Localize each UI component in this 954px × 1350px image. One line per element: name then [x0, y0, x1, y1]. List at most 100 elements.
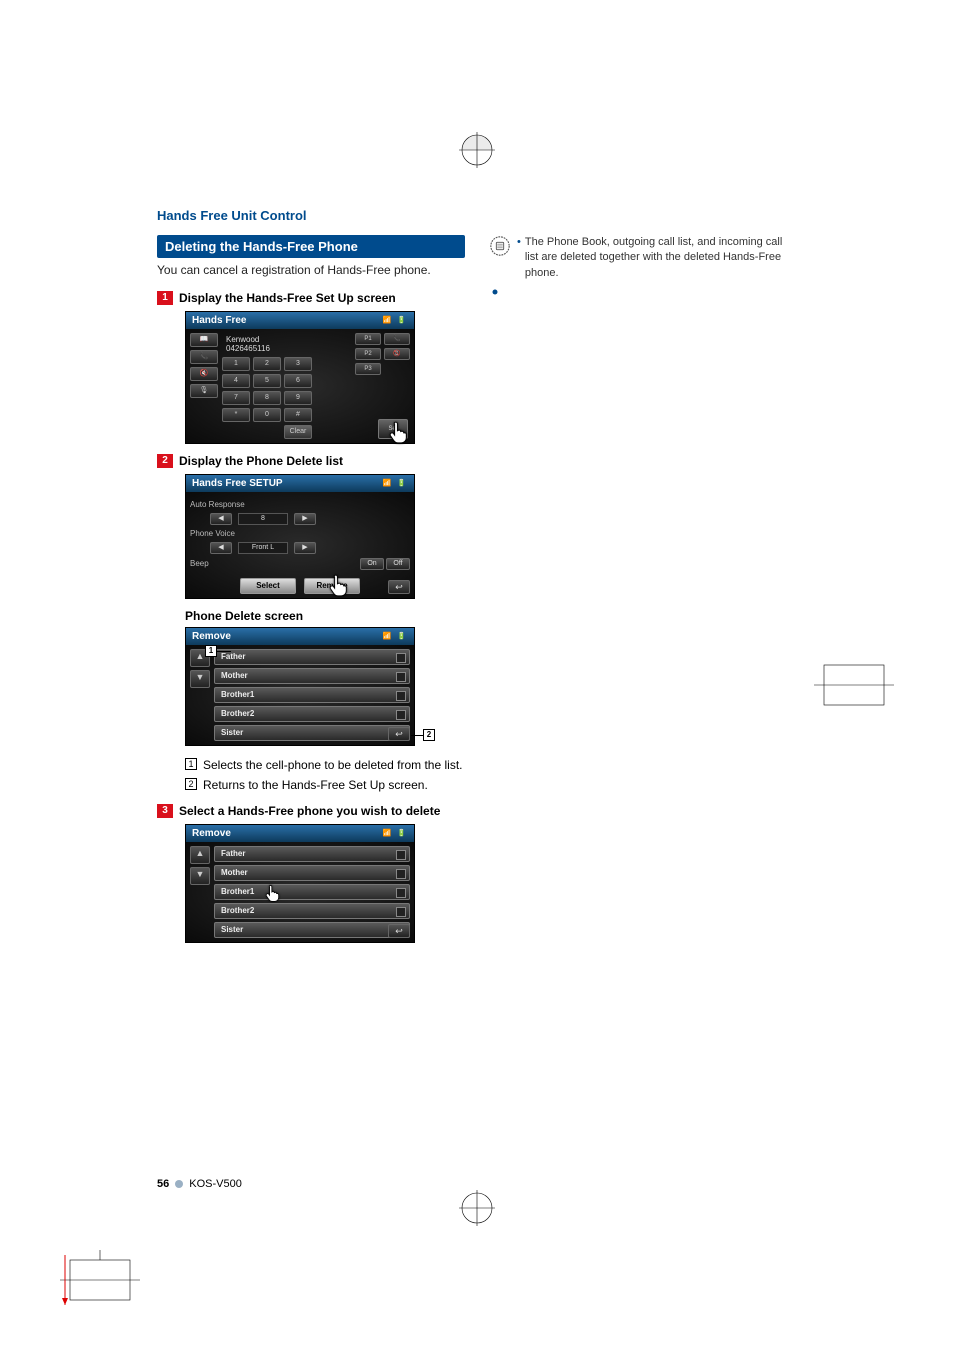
step-1: 1 Display the Hands-Free Set Up screen	[157, 291, 465, 305]
key: *	[222, 408, 250, 422]
side-btn: 🎙	[190, 384, 218, 398]
list-item-label: Brother1	[221, 887, 254, 896]
key: 6	[284, 374, 312, 388]
setup-value: Front L	[238, 542, 288, 554]
step-2: 2 Display the Phone Delete list	[157, 454, 465, 468]
callout-box-2: 2	[185, 778, 197, 790]
callout-line	[217, 651, 231, 652]
status-icons: 📶 🔋	[383, 829, 408, 837]
key: 9	[284, 391, 312, 405]
right-column: • The Phone Book, outgoing call list, an…	[489, 235, 797, 953]
note-end-mark	[491, 285, 797, 303]
page-content: Hands Free Unit Control Deleting the Han…	[157, 208, 797, 953]
preset-btn: P1	[355, 333, 381, 345]
crop-mark-left	[60, 1250, 140, 1310]
intro-text: You can cancel a registration of Hands-F…	[157, 262, 465, 279]
list-item: Father	[214, 649, 410, 665]
status-icons: 📶 🔋	[383, 316, 408, 324]
section-header: Hands Free Unit Control	[157, 208, 797, 223]
display-number: 0426465116	[226, 344, 312, 353]
callout-2-text: Returns to the Hands-Free Set Up screen.	[203, 776, 428, 794]
step-1-num: 1	[157, 291, 173, 305]
callout-1: 1	[205, 645, 217, 657]
key: 2	[253, 357, 281, 371]
setup-label: Phone Voice	[190, 529, 260, 538]
up-arrow-icon: ▲	[190, 846, 210, 864]
screenshot-remove-1: Remove 📶 🔋 ▲ ▼ Father Mother Brother1 Br…	[185, 627, 415, 746]
screenshot-setup: Hands Free SETUP 📶 🔋 Auto Response ◀ 8 ▶	[185, 474, 415, 599]
left-arrow-icon: ◀	[210, 542, 232, 554]
list-item: Sister	[214, 922, 410, 938]
on-btn: On	[360, 558, 384, 570]
preset-btn: P3	[355, 363, 381, 375]
setup-label: Auto Response	[190, 500, 260, 509]
list-item: Mother	[214, 668, 410, 684]
key: 8	[253, 391, 281, 405]
status-icons: 📶 🔋	[383, 632, 408, 640]
clear-btn: Clear	[284, 425, 312, 439]
key: 3	[284, 357, 312, 371]
callout-2: 2	[423, 729, 435, 741]
list-item: Sister	[214, 725, 410, 741]
note-text: The Phone Book, outgoing call list, and …	[525, 235, 797, 281]
status-icons: 📶 🔋	[383, 479, 408, 487]
side-btn: 📖	[190, 333, 218, 347]
right-arrow-icon: ▶	[294, 542, 316, 554]
setup-value: 8	[238, 513, 288, 525]
key: 7	[222, 391, 250, 405]
list-item-selected: Brother1	[214, 884, 410, 900]
hangup-icon: 📵	[384, 348, 410, 360]
model-name: KOS-V500	[189, 1178, 242, 1190]
remove-title: Remove	[192, 631, 231, 642]
step-3-num: 3	[157, 804, 173, 818]
footer-separator-icon	[175, 1180, 183, 1188]
step-3: 3 Select a Hands-Free phone you wish to …	[157, 804, 465, 818]
side-btn: 📞	[190, 350, 218, 364]
hand-pointer-icon	[326, 572, 352, 598]
callout-box-1: 1	[185, 758, 197, 770]
side-btn: 🔇	[190, 367, 218, 381]
note-block: • The Phone Book, outgoing call list, an…	[489, 235, 797, 281]
preset-btn: P2	[355, 348, 381, 360]
step-2-text: Display the Phone Delete list	[179, 454, 343, 468]
off-btn: Off	[386, 558, 410, 570]
down-arrow-icon: ▼	[190, 867, 210, 885]
callout-line	[411, 735, 423, 736]
down-arrow-icon: ▼	[190, 670, 210, 688]
list-item: Brother2	[214, 903, 410, 919]
crop-mark-top	[459, 132, 495, 168]
note-content: • The Phone Book, outgoing call list, an…	[517, 235, 797, 281]
key: 4	[222, 374, 250, 388]
shot2-title: Hands Free SETUP	[192, 478, 283, 489]
remove-title: Remove	[192, 828, 231, 839]
setup-label: Beep	[190, 559, 260, 568]
return-icon: ↩	[388, 727, 410, 741]
step-2-num: 2	[157, 454, 173, 468]
key: 5	[253, 374, 281, 388]
step-3-text: Select a Hands-Free phone you wish to de…	[179, 804, 440, 818]
left-arrow-icon: ◀	[210, 513, 232, 525]
return-icon: ↩	[388, 924, 410, 938]
page-footer: 56 KOS-V500	[157, 1178, 242, 1190]
select-button: Select	[240, 578, 296, 594]
callout-descriptions: 1 Selects the cell-phone to be deleted f…	[185, 756, 465, 794]
key: 1	[222, 357, 250, 371]
crop-mark-middle	[459, 1190, 495, 1226]
hand-pointer-icon	[263, 883, 283, 903]
list-item: Brother1	[214, 687, 410, 703]
shot1-title: Hands Free	[192, 315, 246, 326]
key: #	[284, 408, 312, 422]
list-item: Mother	[214, 865, 410, 881]
note-icon	[489, 235, 511, 257]
phone-delete-caption: Phone Delete screen	[185, 609, 465, 623]
crop-mark-right	[814, 655, 894, 715]
screenshot-hands-free: Hands Free 📶 🔋 📖 📞 🔇 🎙 Kenwood	[185, 311, 415, 444]
heading-bar: Deleting the Hands-Free Phone	[157, 235, 465, 258]
left-column: Deleting the Hands-Free Phone You can ca…	[157, 235, 465, 953]
callout-1-text: Selects the cell-phone to be deleted fro…	[203, 756, 462, 774]
hand-pointer-icon	[386, 419, 412, 445]
list-item: Brother2	[214, 706, 410, 722]
screenshot-remove-2: Remove 📶 🔋 ▲ ▼ Father Mother Brother1	[185, 824, 415, 943]
bullet-dot: •	[517, 235, 521, 281]
page-number: 56	[157, 1178, 169, 1190]
